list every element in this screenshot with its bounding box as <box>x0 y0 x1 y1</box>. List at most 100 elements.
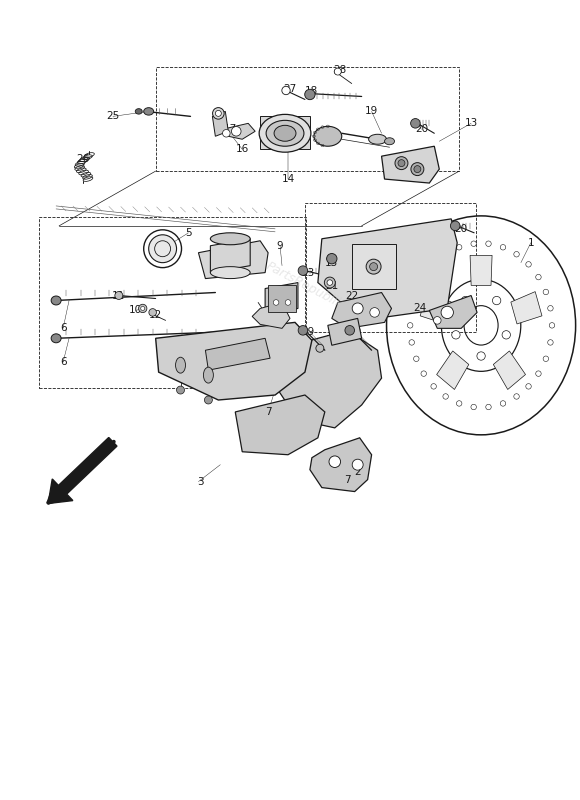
Circle shape <box>285 300 291 306</box>
Circle shape <box>316 344 324 352</box>
Text: 24: 24 <box>413 303 426 314</box>
Ellipse shape <box>334 69 341 74</box>
Text: 25: 25 <box>106 111 119 122</box>
Text: 7: 7 <box>265 407 271 417</box>
Text: 9: 9 <box>277 241 284 250</box>
Polygon shape <box>205 338 270 370</box>
Text: 20: 20 <box>455 224 467 234</box>
Bar <box>305 203 476 332</box>
Ellipse shape <box>211 233 250 245</box>
Circle shape <box>282 86 290 94</box>
Text: 1: 1 <box>528 238 534 248</box>
Ellipse shape <box>259 114 311 152</box>
Text: 7: 7 <box>345 474 351 485</box>
Polygon shape <box>470 255 492 286</box>
Polygon shape <box>328 318 362 346</box>
Text: 29: 29 <box>348 327 361 338</box>
Polygon shape <box>212 111 229 136</box>
Polygon shape <box>437 351 469 390</box>
Text: 20: 20 <box>415 124 428 134</box>
Text: 26: 26 <box>77 154 90 164</box>
Polygon shape <box>494 351 525 390</box>
Circle shape <box>139 304 147 313</box>
Ellipse shape <box>266 120 304 146</box>
Ellipse shape <box>144 108 154 115</box>
Bar <box>155 66 459 171</box>
Text: 9: 9 <box>335 323 341 334</box>
Bar <box>351 244 397 289</box>
Text: 4: 4 <box>235 254 241 264</box>
Text: PartsRepublik: PartsRepublik <box>264 260 346 311</box>
Text: 15: 15 <box>325 258 338 268</box>
Polygon shape <box>318 219 457 320</box>
Ellipse shape <box>204 367 213 383</box>
Text: 23: 23 <box>301 268 314 278</box>
Text: 19: 19 <box>365 106 378 116</box>
Text: 13: 13 <box>465 118 478 128</box>
Text: 2: 2 <box>354 466 361 477</box>
Circle shape <box>273 300 279 306</box>
Circle shape <box>298 266 308 275</box>
Polygon shape <box>252 302 290 328</box>
Ellipse shape <box>148 234 176 262</box>
Text: 29: 29 <box>301 327 314 338</box>
Polygon shape <box>310 438 372 491</box>
Polygon shape <box>235 395 325 454</box>
Ellipse shape <box>204 396 212 404</box>
Circle shape <box>366 259 381 274</box>
Text: 10: 10 <box>129 306 142 315</box>
Circle shape <box>324 277 335 288</box>
Ellipse shape <box>385 138 394 145</box>
Circle shape <box>213 108 224 119</box>
Circle shape <box>352 303 363 314</box>
Text: 22: 22 <box>345 290 358 301</box>
Circle shape <box>395 157 408 170</box>
Ellipse shape <box>211 266 250 278</box>
Circle shape <box>441 306 454 318</box>
Ellipse shape <box>135 109 142 114</box>
Circle shape <box>411 118 420 128</box>
Circle shape <box>414 166 421 173</box>
Circle shape <box>215 110 222 116</box>
Circle shape <box>115 291 123 299</box>
Polygon shape <box>511 292 542 324</box>
Text: 16: 16 <box>235 144 249 154</box>
Circle shape <box>502 330 510 339</box>
Circle shape <box>231 126 241 136</box>
Text: 14: 14 <box>281 174 295 184</box>
Circle shape <box>298 326 308 335</box>
Circle shape <box>329 456 340 467</box>
Ellipse shape <box>51 296 61 305</box>
Text: 28: 28 <box>333 65 346 74</box>
Circle shape <box>345 326 354 335</box>
Circle shape <box>223 130 230 137</box>
Circle shape <box>327 254 337 264</box>
Polygon shape <box>211 238 250 273</box>
Circle shape <box>411 162 424 175</box>
Text: 6: 6 <box>60 323 66 334</box>
Circle shape <box>477 352 485 360</box>
Text: 5: 5 <box>185 228 192 238</box>
Polygon shape <box>155 322 312 400</box>
Polygon shape <box>332 293 392 328</box>
Circle shape <box>334 68 341 75</box>
Polygon shape <box>382 146 439 183</box>
Ellipse shape <box>176 386 184 394</box>
Polygon shape <box>265 282 298 315</box>
Polygon shape <box>222 123 255 139</box>
Text: 8: 8 <box>259 314 266 323</box>
Text: 18: 18 <box>305 86 318 97</box>
Circle shape <box>141 306 144 310</box>
Circle shape <box>452 330 460 339</box>
Text: 3: 3 <box>197 477 204 486</box>
Bar <box>39 217 306 388</box>
Text: 6: 6 <box>60 357 66 367</box>
Circle shape <box>149 309 157 316</box>
Text: 12: 12 <box>149 310 162 321</box>
FancyArrow shape <box>48 438 117 503</box>
Circle shape <box>369 262 378 270</box>
Circle shape <box>352 459 363 470</box>
Circle shape <box>451 221 460 230</box>
Ellipse shape <box>51 334 61 342</box>
Circle shape <box>370 308 379 317</box>
